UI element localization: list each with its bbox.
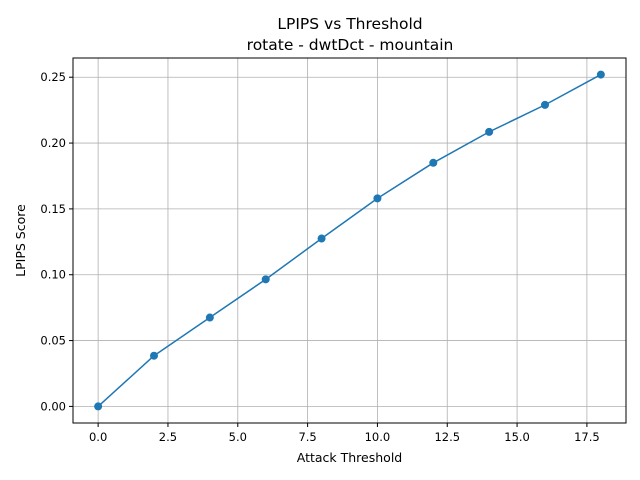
x-tick-label: 17.5 — [574, 430, 600, 444]
y-axis-label: LPIPS Score — [13, 204, 28, 277]
chart-title-line-1: LPIPS vs Threshold — [277, 15, 422, 33]
grid — [73, 58, 626, 423]
y-tick-label: 0.15 — [40, 202, 66, 216]
x-tick-label: 7.5 — [298, 430, 316, 444]
data-point — [205, 313, 214, 322]
x-tick-label: 5.0 — [229, 430, 247, 444]
series-line — [97, 73, 602, 407]
x-tick-label: 0.0 — [89, 430, 107, 444]
chart-title-line-2: rotate - dwtDct - mountain — [247, 36, 454, 54]
x-tick-label: 10.0 — [365, 430, 391, 444]
y-tick-label: 0.20 — [40, 136, 66, 150]
x-tick-label: 2.5 — [159, 430, 177, 444]
y-tick-label: 0.00 — [40, 399, 66, 413]
axis-ticks: 0.0 2.5 5.0 7.5 10.0 12.5 15.0 17.5 0.00 0.05 0.10… — [40, 70, 599, 444]
x-tick-label: 15.0 — [504, 430, 530, 444]
plot-area-frame — [72, 57, 627, 424]
y-tick-label: 0.25 — [40, 70, 66, 84]
data-point — [485, 127, 494, 136]
y-tick-label: 0.05 — [40, 334, 66, 348]
data-point — [596, 70, 605, 79]
data-point — [373, 194, 382, 203]
data-point — [149, 351, 158, 360]
x-tick-label: 12.5 — [434, 430, 460, 444]
data-point — [94, 402, 103, 411]
data-series — [94, 70, 605, 411]
y-tick-label: 0.10 — [40, 268, 66, 282]
x-axis-label: Attack Threshold — [297, 450, 402, 465]
data-point — [317, 234, 326, 243]
data-point — [429, 158, 438, 167]
data-point — [541, 100, 550, 109]
data-point — [261, 275, 270, 284]
